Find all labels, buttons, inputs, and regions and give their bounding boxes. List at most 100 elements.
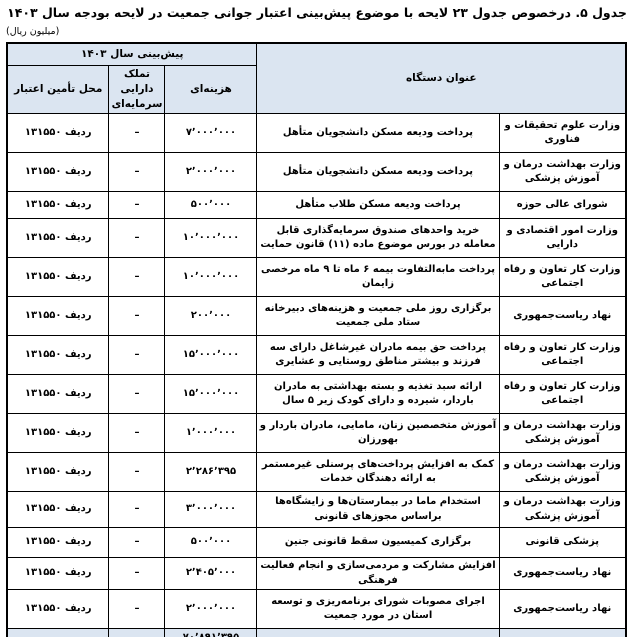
table-row: نهاد ریاست‌جمهوری افزایش مشارکت و مردمی‌… — [6, 557, 627, 591]
capital-cell: – — [108, 296, 166, 337]
table-row: وزارت کار تعاون و رفاه اجتماعی پرداخت ما… — [6, 257, 627, 298]
capital-cell: – — [108, 413, 166, 454]
capital-cell: – — [108, 152, 166, 193]
expense-cell: ۷٬۰۰۰٬۰۰۰ — [164, 113, 258, 154]
desc-cell: کمک به افزایش پرداخت‌های پرسنلی غیرمستمر… — [256, 452, 500, 493]
source-cell: ردیف ۱۳۱۵۵۰ — [6, 113, 110, 154]
capital-cell: – — [108, 527, 166, 559]
desc-cell: ارائه سبد تغذیه و بسته بهداشتی به مادران… — [256, 374, 500, 415]
table-row: شورای عالی حوزه پرداخت ودیعه مسکن طلاب م… — [6, 191, 627, 220]
desc-cell: پرداخت ودیعه مسکن دانشجویان متأهل — [256, 152, 500, 193]
capital-cell: – — [108, 113, 166, 154]
table-row: وزارت علوم تحقیقات و فناوری پرداخت ودیعه… — [6, 113, 627, 154]
expense-cell: ۱٬۰۰۰٬۰۰۰ — [164, 413, 258, 454]
expense-cell: ۱۰٬۰۰۰٬۰۰۰ — [164, 257, 258, 298]
desc-cell: افزایش مشارکت و مردمی‌سازی و انجام فعالی… — [256, 557, 500, 591]
expense-cell: ۲۰۰٬۰۰۰ — [164, 296, 258, 337]
capital-cell: – — [108, 589, 166, 630]
header-expense: هزینه‌ای — [164, 64, 258, 115]
org-cell: نهاد ریاست‌جمهوری — [498, 296, 627, 337]
unit-note: (میلیون ریال) — [6, 26, 60, 37]
capital-cell: – — [108, 452, 166, 493]
expense-cell: ۵۰۰٬۰۰۰ — [164, 527, 258, 559]
org-cell: وزارت کار تعاون و رفاه اجتماعی — [498, 257, 627, 298]
source-cell: ردیف ۱۳۱۵۵۰ — [6, 491, 110, 529]
header-device-title: عنوان دستگاه — [256, 42, 627, 115]
source-cell: ردیف ۱۳۱۵۵۰ — [6, 452, 110, 493]
capital-cell: – — [108, 257, 166, 298]
table-row: وزارت بهداشت درمان و آموزش پزشکی پرداخت … — [6, 152, 627, 193]
table-row: وزارت امور اقتصادی و دارایی خرید واحدهای… — [6, 218, 627, 259]
org-cell: وزارت امور اقتصادی و دارایی — [498, 218, 627, 259]
org-cell: وزارت بهداشت درمان و آموزش پزشکی — [498, 491, 627, 529]
source-cell: ردیف ۱۳۱۵۵۰ — [6, 557, 110, 591]
capital-cell: – — [108, 491, 166, 529]
desc-cell: اجرای مصوبات شورای برنامه‌ریزی و توسعه ا… — [256, 589, 500, 630]
table-row: وزارت بهداشت درمان و آموزش پزشکی استخدام… — [6, 491, 627, 529]
desc-cell: خرید واحدهای صندوق سرمایه‌گذاری قابل معا… — [256, 218, 500, 259]
header-capital-asset: تملک دارایی سرمایه‌ای — [108, 64, 166, 115]
org-cell: وزارت بهداشت درمان و آموزش پزشکی — [498, 413, 627, 454]
org-cell: وزارت بهداشت درمان و آموزش پزشکی — [498, 452, 627, 493]
table-row: نهاد ریاست‌جمهوری اجرای مصوبات شورای برن… — [6, 589, 627, 630]
expense-cell: ۱۵٬۰۰۰٬۰۰۰ — [164, 335, 258, 376]
desc-cell: پرداخت مابه‌التفاوت بیمه ۶ ماه تا ۹ ماه … — [256, 257, 500, 298]
org-cell: پزشکی قانونی — [498, 527, 627, 559]
org-cell: نهاد ریاست‌جمهوری — [498, 557, 627, 591]
source-cell: ردیف ۱۳۱۵۵۰ — [6, 257, 110, 298]
expense-cell: ۲٬۲۸۶٬۳۹۵ — [164, 452, 258, 493]
expense-cell: ۲٬۰۰۰٬۰۰۰ — [164, 152, 258, 193]
header-row-1: عنوان دستگاه پیش‌بینی سال ۱۴۰۳ — [6, 42, 627, 115]
org-cell: شورای عالی حوزه — [498, 191, 627, 220]
expense-cell: ۳٬۰۰۰٬۰۰۰ — [164, 491, 258, 529]
expense-cell: ۲٬۰۰۰٬۰۰۰ — [164, 589, 258, 630]
desc-cell: آموزش متخصصین زنان، مامایی، مادران باردا… — [256, 413, 500, 454]
source-cell: ردیف ۱۳۱۵۵۰ — [6, 335, 110, 376]
table-row: وزارت کار تعاون و رفاه اجتماعی پرداخت حق… — [6, 335, 627, 376]
total-desc-cell — [256, 628, 500, 637]
expense-cell: ۵۰۰٬۰۰۰ — [164, 191, 258, 220]
budget-table: عنوان دستگاه پیش‌بینی سال ۱۴۰۳ هزینه‌ای … — [5, 42, 627, 637]
source-cell: ردیف ۱۳۱۵۵۰ — [6, 152, 110, 193]
source-cell: ردیف ۱۳۱۵۵۰ — [6, 527, 110, 559]
capital-cell: – — [108, 191, 166, 220]
desc-cell: برگزاری روز ملی جمعیت و هزینه‌های دبیرخا… — [256, 296, 500, 337]
header-credit-source: محل تأمین اعتبار — [6, 64, 110, 115]
total-capital-cell — [108, 628, 166, 637]
table-row: نهاد ریاست‌جمهوری برگزاری روز ملی جمعیت … — [6, 296, 627, 337]
desc-cell: پرداخت ودیعه مسکن دانشجویان متأهل — [256, 113, 500, 154]
source-cell: ردیف ۱۳۱۵۵۰ — [6, 413, 110, 454]
total-row: ۷۰٬۸۹۱٬۳۹۵ — [6, 628, 627, 637]
source-cell: ردیف ۱۳۱۵۵۰ — [6, 191, 110, 220]
desc-cell: برگزاری کمیسیون سقط قانونی جنین — [256, 527, 500, 559]
total-source-cell — [6, 628, 110, 637]
capital-cell: – — [108, 557, 166, 591]
desc-cell: استخدام ماما در بیمارستان‌ها و زایشگاه‌ه… — [256, 491, 500, 529]
source-cell: ردیف ۱۳۱۵۵۰ — [6, 296, 110, 337]
table-row: پزشکی قانونی برگزاری کمیسیون سقط قانونی … — [6, 527, 627, 559]
source-cell: ردیف ۱۳۱۵۵۰ — [6, 374, 110, 415]
expense-cell: ۲٬۴۰۵٬۰۰۰ — [164, 557, 258, 591]
expense-cell: ۱۵٬۰۰۰٬۰۰۰ — [164, 374, 258, 415]
org-cell: نهاد ریاست‌جمهوری — [498, 589, 627, 630]
expense-cell: ۱۰٬۰۰۰٬۰۰۰ — [164, 218, 258, 259]
source-cell: ردیف ۱۳۱۵۵۰ — [6, 589, 110, 630]
header-forecast-group: پیش‌بینی سال ۱۴۰۳ — [6, 42, 258, 66]
total-expense-cell: ۷۰٬۸۹۱٬۳۹۵ — [164, 628, 258, 637]
capital-cell: – — [108, 218, 166, 259]
table-row: وزارت بهداشت درمان و آموزش پزشکی کمک به … — [6, 452, 627, 493]
org-cell: وزارت علوم تحقیقات و فناوری — [498, 113, 627, 154]
capital-cell: – — [108, 335, 166, 376]
page-title: جدول ۵. درخصوص جدول ۲۳ لایحه با موضوع پی… — [7, 5, 627, 20]
total-org-cell — [498, 628, 627, 637]
table-row: وزارت کار تعاون و رفاه اجتماعی ارائه سبد… — [6, 374, 627, 415]
org-cell: وزارت کار تعاون و رفاه اجتماعی — [498, 335, 627, 376]
capital-cell: – — [108, 374, 166, 415]
table-row: وزارت بهداشت درمان و آموزش پزشکی آموزش م… — [6, 413, 627, 454]
org-cell: وزارت کار تعاون و رفاه اجتماعی — [498, 374, 627, 415]
header-row-2: هزینه‌ای تملک دارایی سرمایه‌ای محل تأمین… — [6, 64, 626, 115]
org-cell: وزارت بهداشت درمان و آموزش پزشکی — [498, 152, 627, 193]
desc-cell: پرداخت ودیعه مسکن طلاب متأهل — [256, 191, 500, 220]
desc-cell: پرداخت حق بیمه مادران غیرشاغل دارای سه ف… — [256, 335, 500, 376]
